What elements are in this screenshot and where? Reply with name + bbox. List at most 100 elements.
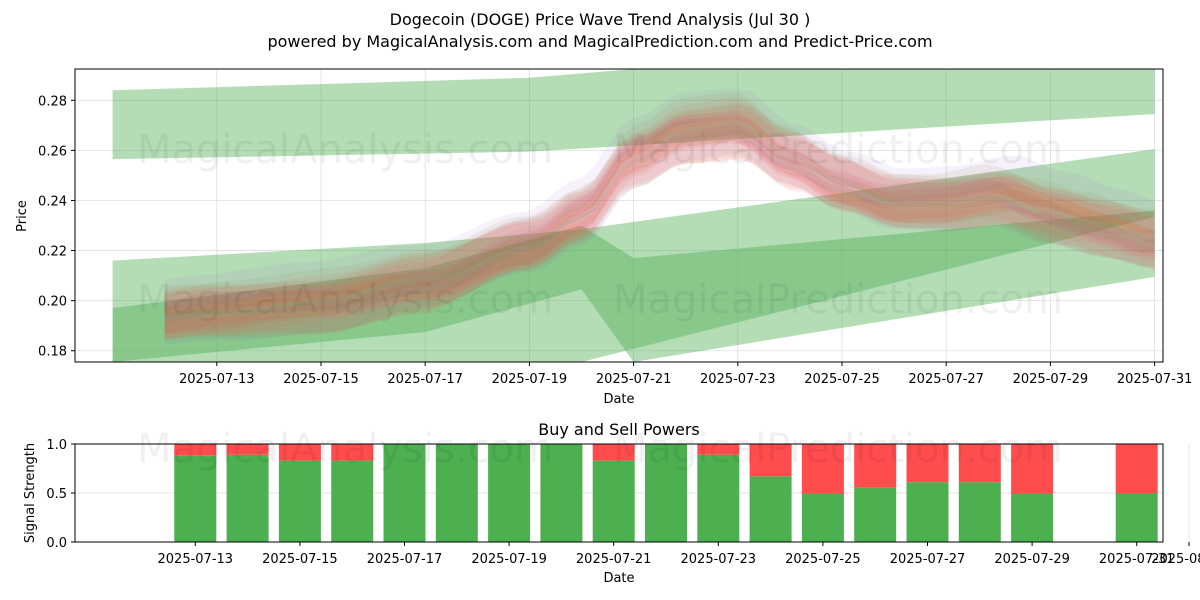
- price-x-tick-label: 2025-07-19: [492, 372, 568, 387]
- sell-bar: [697, 444, 740, 455]
- sell-bar: [592, 444, 635, 461]
- buy-bar: [592, 460, 635, 542]
- price-y-tick-label: 0.20: [38, 295, 67, 310]
- green-channel: [112, 69, 1155, 160]
- sell-bar: [801, 444, 844, 493]
- buy-bar: [226, 454, 269, 542]
- buy-bar: [697, 454, 740, 542]
- watermark-top-left: MagicalAnalysis.com: [137, 127, 553, 173]
- signal-x-label: Date: [603, 571, 634, 586]
- price-y-tick-label: 0.18: [38, 345, 67, 360]
- price-y-tick-label: 0.26: [38, 144, 67, 159]
- price-y-tick-label: 0.24: [38, 194, 67, 209]
- wave-band: [164, 102, 1155, 318]
- price-x-tick-label: 2025-07-15: [283, 372, 359, 387]
- buy-bar: [278, 460, 321, 542]
- buy-bar: [331, 460, 374, 542]
- wave-band: [164, 122, 1155, 345]
- sell-bar: [958, 444, 1001, 483]
- price-bands: [112, 69, 1155, 362]
- buy-bar: [749, 476, 792, 542]
- price-x-tick-label: 2025-07-17: [387, 372, 463, 387]
- watermark-mid-right: MagicalPrediction.com: [613, 277, 1063, 323]
- wave-band: [164, 115, 1155, 335]
- wave-band: [164, 118, 1155, 325]
- signal-x-tick-label: 2025-07-21: [576, 552, 652, 567]
- price-x-label: Date: [603, 392, 634, 407]
- price-x-tick-label: 2025-07-21: [596, 372, 672, 387]
- buy-bar: [801, 493, 844, 542]
- signal-y-label: Signal Strength: [23, 443, 38, 543]
- buy-bar: [1011, 493, 1054, 542]
- price-frame: [74, 68, 1164, 363]
- watermark-top-right: MagicalPrediction.com: [613, 127, 1063, 173]
- signal-x-tick-label: 2025-07-25: [785, 552, 861, 567]
- wave-band: [164, 97, 1155, 316]
- signal-x-tick-label: 2025-07-23: [681, 552, 757, 567]
- watermark-bottom-left: MagicalAnalysis.com: [137, 426, 553, 472]
- signal-x-tick-label: 2025-07-15: [262, 552, 338, 567]
- price-y-tick-label: 0.28: [38, 94, 67, 109]
- sell-bar: [749, 444, 792, 477]
- wave-band: [164, 104, 1155, 312]
- sell-bar: [331, 444, 374, 461]
- price-x-tick-label: 2025-07-25: [804, 372, 880, 387]
- wave-band: [164, 118, 1155, 334]
- signal-x-tick-label: 2025-07-19: [471, 552, 547, 567]
- signal-x-tick-label: 2025-07-29: [994, 552, 1070, 567]
- sell-bar: [854, 444, 897, 488]
- wave-band: [164, 129, 1155, 342]
- price-panel: MagicalAnalysis.com MagicalPrediction.co…: [15, 68, 1192, 407]
- wave-band: [164, 109, 1155, 316]
- wave-band: [164, 92, 1155, 319]
- signal-x-tick-label: 2025-07-13: [158, 552, 234, 567]
- green-channel: [112, 210, 1155, 362]
- buy-bar: [958, 482, 1001, 542]
- sell-bar: [226, 444, 269, 455]
- signal-panel: Buy and Sell Powers MagicalAnalysis.com …: [23, 420, 1200, 586]
- sell-bar: [1011, 444, 1054, 493]
- wave-band: [164, 142, 1155, 339]
- signal-y-ticks: 0.0 0.5 1.0: [46, 438, 75, 551]
- signal-x-tick-label: 2025-07-17: [367, 552, 443, 567]
- green-channel: [112, 149, 1155, 362]
- sell-bar: [278, 444, 321, 461]
- wave-band: [164, 124, 1155, 340]
- chart-subtitle: powered by MagicalAnalysis.com and Magic…: [267, 32, 932, 51]
- price-y-ticks: 0.18 0.20 0.22 0.24 0.26 0.28: [38, 94, 75, 360]
- buy-bar: [906, 482, 949, 542]
- sell-bar: [1115, 444, 1158, 493]
- price-band-group: [112, 69, 1155, 362]
- price-x-tick-label: 2025-07-29: [1013, 372, 1089, 387]
- signal-x-tick-label: 2025-08-01: [1151, 552, 1200, 567]
- buy-bar: [540, 444, 583, 542]
- buy-bar: [1115, 493, 1158, 542]
- wave-band: [164, 112, 1155, 335]
- price-x-ticks: 2025-07-13 2025-07-15 2025-07-17 2025-07-19…: [179, 362, 1192, 387]
- buy-bar: [174, 455, 217, 542]
- price-y-tick-label: 0.22: [38, 245, 67, 260]
- signal-y-tick-label: 0.0: [46, 536, 67, 551]
- wave-band: [164, 115, 1155, 324]
- price-x-tick-label: 2025-07-23: [700, 372, 776, 387]
- watermark-bottom-right: MagicalPrediction.com: [613, 426, 1063, 472]
- price-x-tick-label: 2025-07-31: [1117, 372, 1193, 387]
- wave-band: [164, 136, 1155, 340]
- buy-bar: [645, 444, 687, 542]
- buy-bar: [488, 444, 531, 542]
- signal-y-tick-label: 0.5: [46, 487, 67, 502]
- price-x-tick-label: 2025-07-27: [908, 372, 984, 387]
- signal-y-tick-label: 1.0: [46, 438, 67, 453]
- buy-bar: [383, 444, 426, 542]
- sell-bar: [174, 444, 217, 456]
- signal-x-tick-label: 2025-07-27: [890, 552, 966, 567]
- buy-bar: [435, 444, 478, 542]
- price-y-label: Price: [15, 200, 30, 232]
- price-grid: [75, 69, 1163, 362]
- watermark-mid-left: MagicalAnalysis.com: [137, 277, 553, 323]
- signal-bars: [174, 444, 1158, 542]
- sell-bar: [906, 444, 949, 483]
- signal-title: Buy and Sell Powers: [538, 420, 700, 439]
- price-x-tick-label: 2025-07-13: [179, 372, 255, 387]
